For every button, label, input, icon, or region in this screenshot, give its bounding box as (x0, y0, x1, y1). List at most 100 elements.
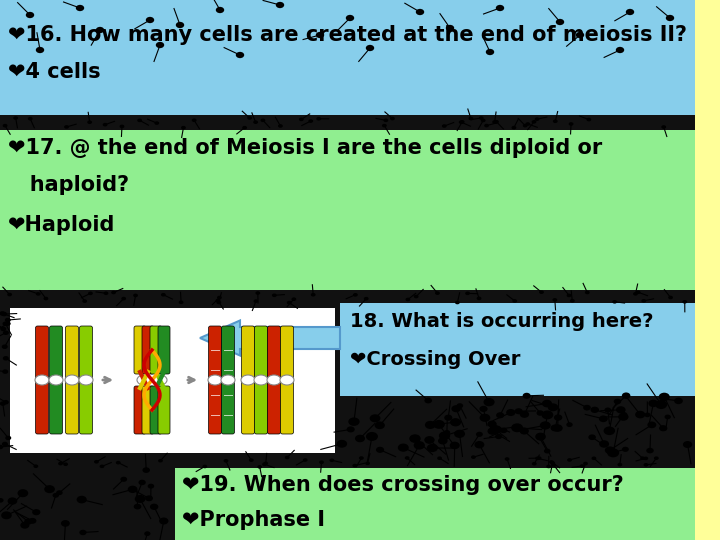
Ellipse shape (644, 413, 650, 417)
Ellipse shape (311, 293, 315, 296)
Ellipse shape (208, 375, 222, 385)
Ellipse shape (369, 414, 380, 422)
Ellipse shape (365, 462, 370, 465)
Ellipse shape (158, 459, 163, 462)
FancyBboxPatch shape (66, 326, 78, 434)
Ellipse shape (316, 32, 324, 38)
Bar (0, 130, 695, 292)
Bar (340, 395, 695, 455)
Text: 18. What is occurring here?: 18. What is occurring here? (350, 312, 654, 331)
Ellipse shape (3, 321, 9, 326)
Ellipse shape (471, 455, 476, 459)
Ellipse shape (655, 400, 667, 409)
Ellipse shape (116, 461, 120, 464)
Ellipse shape (64, 125, 69, 129)
Ellipse shape (76, 496, 87, 503)
Ellipse shape (254, 375, 268, 385)
Ellipse shape (636, 291, 641, 294)
Ellipse shape (247, 116, 252, 120)
Ellipse shape (433, 420, 445, 429)
Ellipse shape (181, 126, 186, 130)
Ellipse shape (330, 458, 334, 462)
Ellipse shape (2, 369, 8, 374)
Ellipse shape (58, 462, 63, 465)
Ellipse shape (299, 118, 304, 121)
Ellipse shape (215, 299, 220, 302)
Ellipse shape (133, 294, 138, 297)
Ellipse shape (202, 465, 207, 468)
FancyBboxPatch shape (281, 326, 294, 434)
Ellipse shape (654, 456, 659, 460)
Ellipse shape (480, 414, 490, 422)
Ellipse shape (585, 291, 590, 294)
Ellipse shape (2, 442, 8, 446)
Ellipse shape (626, 9, 634, 15)
Ellipse shape (588, 434, 596, 440)
Ellipse shape (103, 123, 107, 126)
Ellipse shape (616, 406, 626, 414)
Ellipse shape (523, 124, 528, 127)
Ellipse shape (65, 375, 79, 385)
Ellipse shape (376, 447, 384, 453)
Ellipse shape (484, 124, 489, 127)
Ellipse shape (661, 125, 666, 129)
Ellipse shape (49, 375, 63, 385)
Ellipse shape (425, 421, 436, 429)
Ellipse shape (352, 464, 357, 468)
Ellipse shape (217, 296, 222, 299)
Ellipse shape (546, 464, 551, 468)
Ellipse shape (135, 495, 145, 503)
Ellipse shape (587, 118, 591, 122)
Ellipse shape (287, 301, 292, 305)
Bar (175, 468, 695, 540)
Ellipse shape (36, 47, 44, 53)
Ellipse shape (683, 441, 692, 448)
Ellipse shape (605, 408, 611, 413)
Ellipse shape (121, 297, 126, 300)
Bar (340, 303, 695, 396)
Ellipse shape (278, 124, 283, 128)
Ellipse shape (145, 17, 154, 23)
Ellipse shape (150, 504, 158, 510)
Ellipse shape (607, 448, 619, 457)
Ellipse shape (622, 447, 629, 452)
Ellipse shape (99, 464, 104, 468)
Text: ❤Prophase I: ❤Prophase I (182, 510, 325, 530)
Ellipse shape (481, 119, 485, 122)
Ellipse shape (544, 449, 551, 454)
Ellipse shape (539, 291, 544, 294)
Ellipse shape (13, 116, 18, 120)
Ellipse shape (437, 456, 442, 460)
Ellipse shape (224, 459, 228, 463)
Ellipse shape (549, 460, 554, 464)
Ellipse shape (674, 397, 683, 404)
Ellipse shape (590, 407, 599, 413)
Ellipse shape (61, 520, 70, 526)
Ellipse shape (439, 431, 450, 440)
Ellipse shape (257, 465, 262, 469)
Ellipse shape (683, 300, 687, 303)
Ellipse shape (120, 125, 125, 128)
Ellipse shape (603, 427, 615, 435)
Ellipse shape (241, 375, 255, 385)
Ellipse shape (256, 291, 260, 295)
Ellipse shape (551, 463, 556, 467)
FancyBboxPatch shape (150, 386, 162, 434)
Ellipse shape (405, 456, 410, 460)
Ellipse shape (63, 462, 68, 466)
Ellipse shape (24, 518, 32, 525)
Ellipse shape (477, 296, 482, 300)
Ellipse shape (495, 434, 502, 439)
Ellipse shape (618, 463, 622, 467)
Ellipse shape (553, 424, 563, 432)
Text: ❤19. When does crossing over occur?: ❤19. When does crossing over occur? (182, 475, 624, 495)
Ellipse shape (143, 467, 150, 473)
Ellipse shape (567, 294, 572, 297)
Ellipse shape (659, 393, 670, 401)
Ellipse shape (0, 401, 6, 406)
Ellipse shape (355, 435, 365, 442)
Ellipse shape (438, 437, 448, 444)
Ellipse shape (56, 490, 63, 495)
Ellipse shape (5, 321, 11, 326)
Ellipse shape (346, 427, 355, 433)
